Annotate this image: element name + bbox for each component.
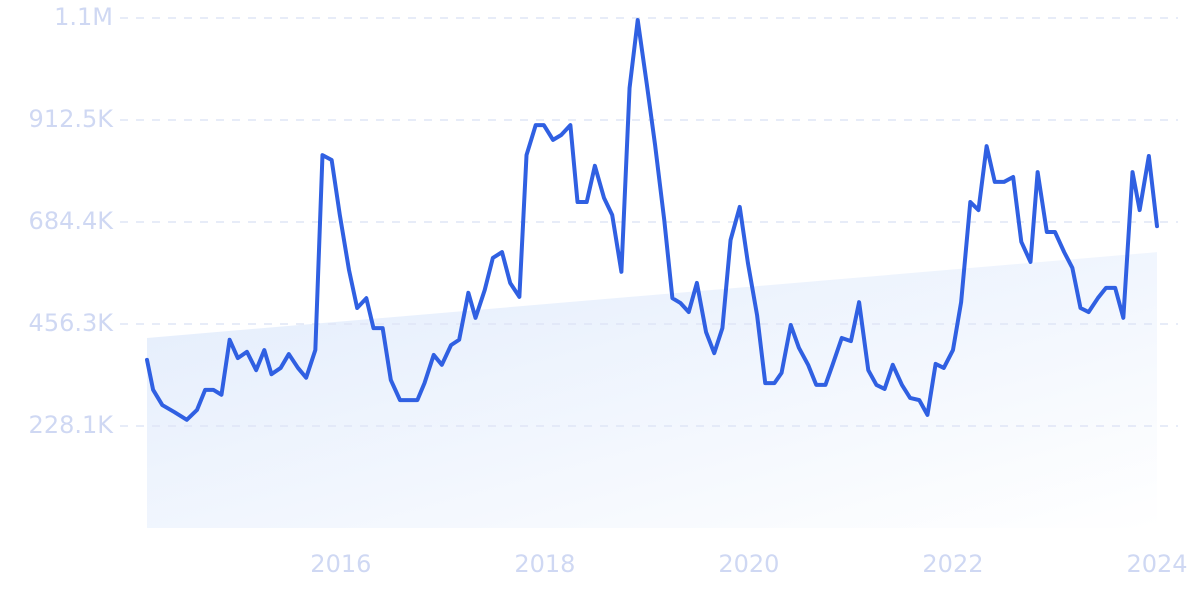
y-tick-label: 228.1K xyxy=(29,411,115,439)
trend-area xyxy=(147,252,1157,528)
x-tick-label: 2020 xyxy=(718,550,779,578)
y-tick-label: 1.1M xyxy=(54,3,113,31)
y-tick-label: 684.4K xyxy=(29,207,115,235)
x-tick-label: 2016 xyxy=(310,550,371,578)
y-tick-label: 456.3K xyxy=(29,309,115,337)
data-line xyxy=(145,18,1159,422)
y-tick-label: 912.5K xyxy=(29,105,115,133)
x-tick-label: 2018 xyxy=(514,550,575,578)
x-tick-label: 2024 xyxy=(1126,550,1187,578)
x-tick-label: 2022 xyxy=(922,550,983,578)
